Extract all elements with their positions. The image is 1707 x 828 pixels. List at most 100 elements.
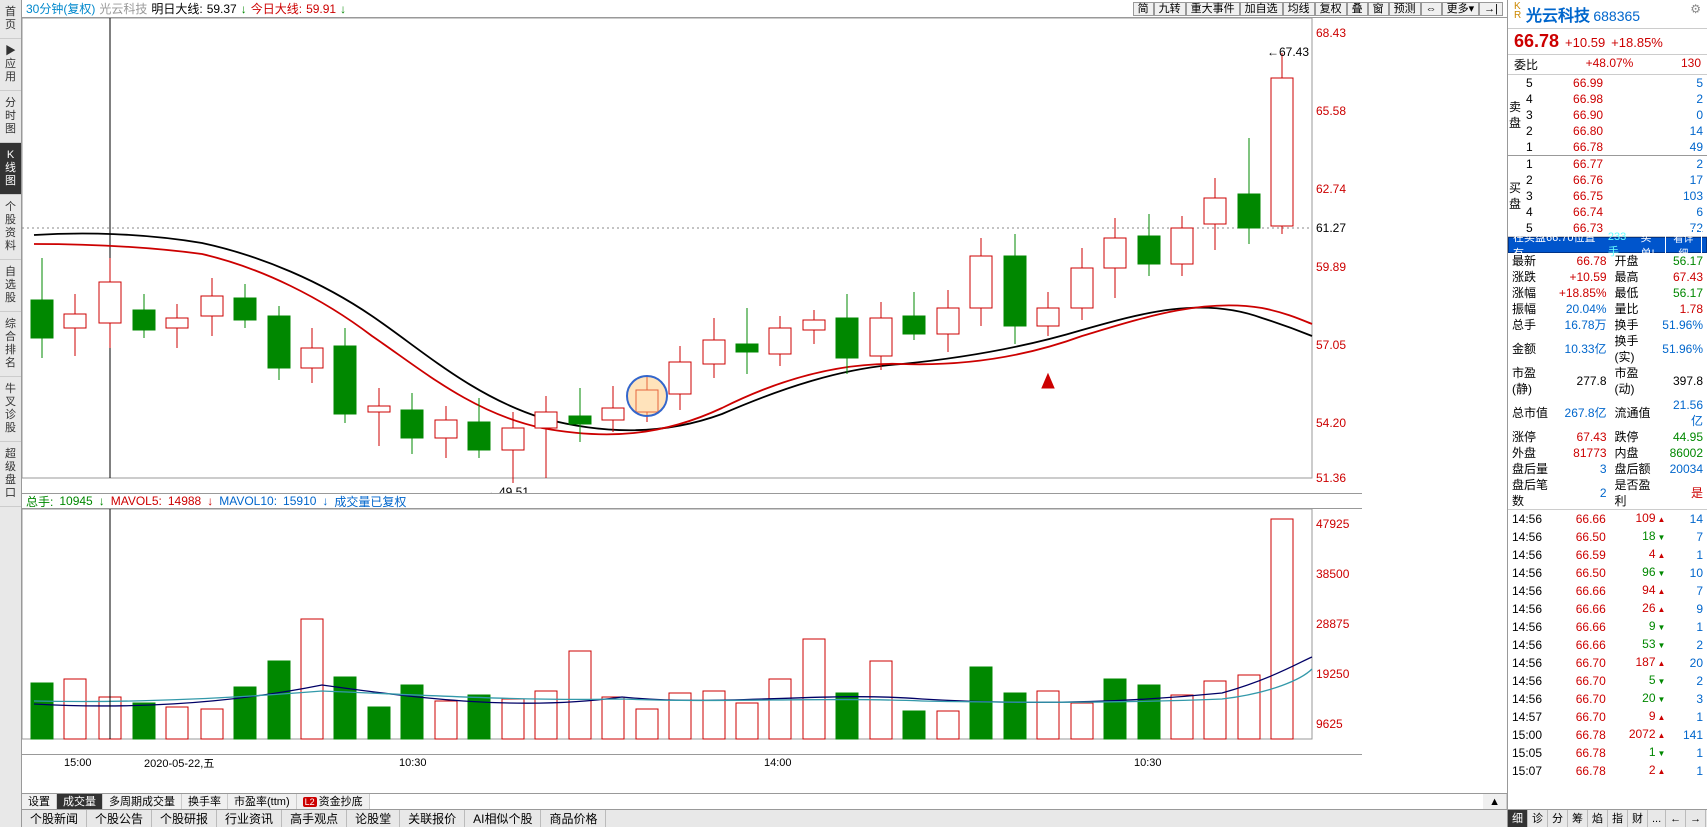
- stock-header: K R 光云科技 688365 ⚙: [1508, 0, 1707, 29]
- svg-text:51.36: 51.36: [1316, 471, 1346, 485]
- detail-tab[interactable]: 财: [1628, 810, 1648, 827]
- vol-note: 成交量已复权: [334, 493, 406, 510]
- detail-tab[interactable]: 细: [1508, 810, 1528, 827]
- info-tab[interactable]: 个股新闻: [22, 810, 87, 827]
- detail-tab[interactable]: 焰: [1588, 810, 1608, 827]
- indicator-tab[interactable]: 市盈率(ttm): [228, 794, 297, 809]
- volume-info-bar: 总手: 10945 ↓ MAVOL5: 14988 ↓ MAVOL10: 159…: [22, 493, 1362, 509]
- order-book: 卖盘566.995466.982366.900266.8014166.7849买…: [1508, 75, 1707, 237]
- toolbar-button[interactable]: 叠: [1347, 2, 1368, 16]
- info-tab[interactable]: AI相似个股: [465, 810, 541, 827]
- nav-item[interactable]: 个股资料: [0, 195, 21, 260]
- mavol10-value: 15910: [283, 494, 316, 508]
- today-value: 59.91: [306, 2, 336, 16]
- position-alert-bar: 在买盘66.70位置有 233手 买单! 看详细: [1508, 237, 1707, 253]
- detail-tab[interactable]: 指: [1608, 810, 1628, 827]
- indicator-tab[interactable]: 换手率: [182, 794, 228, 809]
- nav-item[interactable]: 综合排名: [0, 312, 21, 377]
- kr-badge: K R: [1514, 2, 1526, 20]
- svg-text:←49.51: ←49.51: [487, 485, 529, 493]
- today-label: 今日大线:: [251, 0, 302, 17]
- svg-text:47925: 47925: [1316, 517, 1350, 531]
- info-tab[interactable]: 个股公告: [87, 810, 152, 827]
- detail-tab[interactable]: →: [1686, 810, 1706, 827]
- toolbar-button[interactable]: 重大事件: [1186, 2, 1240, 16]
- mavol5-value: 14988: [168, 494, 201, 508]
- svg-text:9625: 9625: [1316, 717, 1343, 731]
- toolbar-button[interactable]: ⇔: [1421, 2, 1442, 16]
- x-axis-labels: 15:002020-05-22,五10:3014:0010:30: [22, 754, 1362, 770]
- svg-text:19250: 19250: [1316, 667, 1350, 681]
- toolbar-button[interactable]: 更多▾: [1442, 2, 1480, 16]
- detail-tab[interactable]: ...: [1648, 810, 1666, 827]
- mavol5-label: MAVOL5:: [111, 494, 162, 508]
- stats-grid: 最新66.78开盘56.17涨跌+10.59最高67.43涨幅+18.85%最低…: [1508, 253, 1707, 510]
- toolbar-button[interactable]: 简: [1133, 2, 1154, 16]
- nav-item[interactable]: 首页: [0, 0, 21, 39]
- left-nav: 首页▶应用分时图K线图个股资料自选股综合排名牛叉诊股超级盘口: [0, 0, 22, 827]
- tomorrow-label: 明日大线:: [151, 0, 202, 17]
- info-tab[interactable]: 商品价格: [541, 810, 606, 827]
- stock-code: 688365: [1593, 8, 1640, 24]
- svg-text:54.20: 54.20: [1316, 416, 1346, 430]
- tick-list: 14:5666.661091414:5666.5018714:5666.5941…: [1508, 510, 1707, 809]
- toolbar-button[interactable]: 加自选: [1240, 2, 1283, 16]
- price-change-pct: +18.85%: [1611, 35, 1663, 50]
- indicator-tab[interactable]: 设置: [22, 794, 57, 809]
- svg-text:57.05: 57.05: [1316, 338, 1346, 352]
- toolbar-button[interactable]: 均线: [1283, 2, 1315, 16]
- detail-tab[interactable]: 分: [1548, 810, 1568, 827]
- far-right-tabs: 细诊分筹焰指财...←→: [1507, 809, 1707, 827]
- nav-item[interactable]: 超级盘口: [0, 442, 21, 507]
- down-arrow-icon: ↓: [241, 2, 247, 16]
- right-quote-panel: K R 光云科技 688365 ⚙ 66.78 +10.59 +18.85% 委…: [1507, 0, 1707, 809]
- toolbar-button[interactable]: 九转: [1154, 2, 1186, 16]
- last-price: 66.78: [1514, 31, 1559, 52]
- detail-tab[interactable]: 筹: [1568, 810, 1588, 827]
- svg-text:←67.43: ←67.43: [1267, 45, 1309, 59]
- info-tab[interactable]: 高手观点: [282, 810, 347, 827]
- info-tab[interactable]: 论股堂: [347, 810, 400, 827]
- chart-area[interactable]: 68.43 65.58 62.74 61.27 59.89 57.05 54.20 51.36…: [22, 18, 1362, 793]
- info-tab[interactable]: 行业资讯: [217, 810, 282, 827]
- info-tab[interactable]: 关联报价: [400, 810, 465, 827]
- toolbar-button[interactable]: 窗: [1368, 2, 1389, 16]
- svg-text:65.58: 65.58: [1316, 104, 1346, 118]
- price-change: +10.59: [1565, 35, 1605, 50]
- ratio-label: 委比: [1514, 56, 1538, 73]
- nav-item[interactable]: ▶应用: [0, 39, 21, 91]
- indicator-tabs: 设置成交量多周期成交量换手率市盈率(ttm)L2资金抄底 ▲: [22, 793, 1507, 809]
- indicator-tab[interactable]: 多周期成交量: [103, 794, 182, 809]
- nav-item[interactable]: 自选股: [0, 260, 21, 312]
- info-tabs: 个股新闻个股公告个股研报行业资讯高手观点论股堂关联报价AI相似个股商品价格: [22, 809, 1507, 827]
- indicator-tab[interactable]: L2资金抄底: [297, 794, 370, 809]
- stock-name-label: 光云科技: [99, 0, 147, 17]
- vol-value: 10945: [59, 494, 92, 508]
- period-label: 30分钟(复权): [26, 0, 95, 17]
- detail-tab[interactable]: 诊: [1528, 810, 1548, 827]
- indicator-tab[interactable]: 成交量: [57, 794, 103, 809]
- tomorrow-value: 59.37: [207, 2, 237, 16]
- mavol10-label: MAVOL10:: [219, 494, 277, 508]
- vol-label: 总手:: [26, 493, 53, 510]
- expand-up-icon[interactable]: ▲: [1483, 794, 1507, 809]
- detail-tab[interactable]: ←: [1666, 810, 1686, 827]
- ratio-value: +48.07%: [1538, 56, 1681, 73]
- svg-text:68.43: 68.43: [1316, 26, 1346, 40]
- down-arrow-icon: ↓: [340, 2, 346, 16]
- chart-header: 30分钟(复权) 光云科技 明日大线: 59.37 ↓ 今日大线: 59.91 …: [22, 0, 1507, 18]
- toolbar-button[interactable]: 复权: [1315, 2, 1347, 16]
- ratio-value2: 130: [1681, 56, 1701, 73]
- toolbar-button[interactable]: 预测: [1389, 2, 1421, 16]
- nav-item[interactable]: K线图: [0, 143, 21, 195]
- nav-item[interactable]: 分时图: [0, 91, 21, 143]
- svg-text:61.27: 61.27: [1316, 221, 1346, 235]
- stock-name: 光云科技: [1526, 8, 1590, 25]
- svg-text:28875: 28875: [1316, 617, 1350, 631]
- svg-text:59.89: 59.89: [1316, 260, 1346, 274]
- svg-text:62.74: 62.74: [1316, 182, 1346, 196]
- nav-item[interactable]: 牛叉诊股: [0, 377, 21, 442]
- info-tab[interactable]: 个股研报: [152, 810, 217, 827]
- gear-icon[interactable]: ⚙: [1690, 2, 1701, 16]
- toolbar-button[interactable]: →|: [1479, 2, 1503, 16]
